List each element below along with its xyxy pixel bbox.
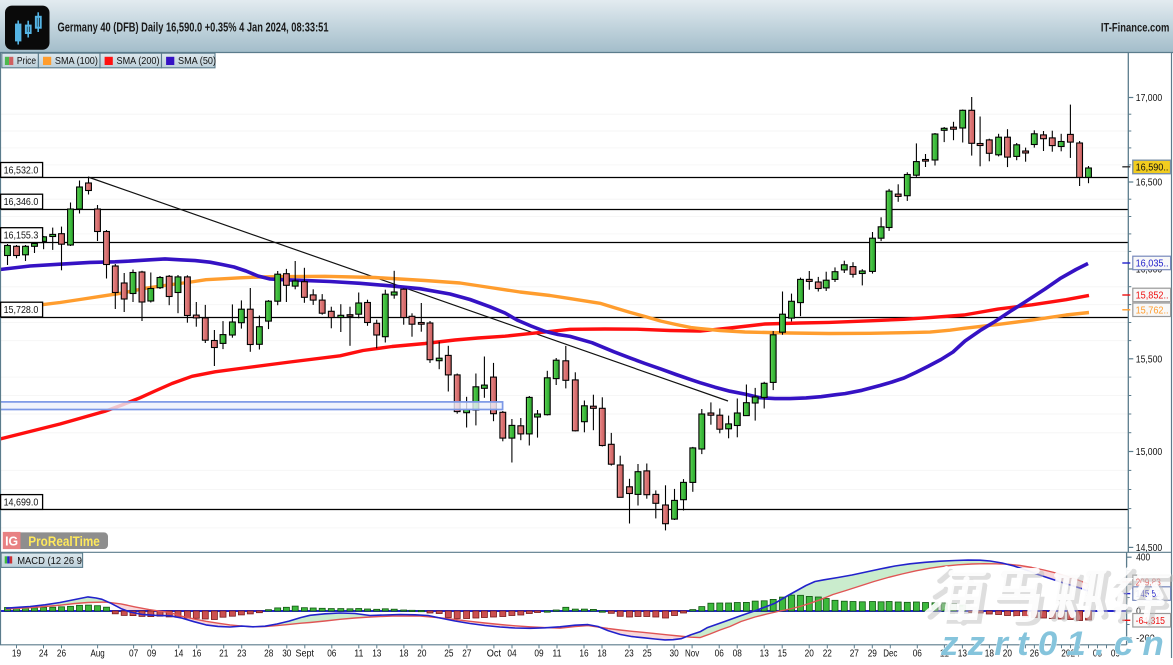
svg-text:28: 28 xyxy=(264,649,274,660)
svg-text:Oct: Oct xyxy=(487,649,501,660)
svg-text:26: 26 xyxy=(57,649,67,660)
svg-text:SMA (50): SMA (50) xyxy=(178,55,216,67)
svg-text:IT-Finance.com: IT-Finance.com xyxy=(1101,23,1170,35)
svg-text:16,155.3: 16,155.3 xyxy=(4,230,39,242)
svg-text:zzrt01.cn: zzrt01.cn xyxy=(940,625,1173,660)
svg-text:11: 11 xyxy=(552,649,562,660)
svg-text:16,532.0: 16,532.0 xyxy=(4,164,39,176)
svg-text:15: 15 xyxy=(778,649,788,660)
svg-text:15,852..: 15,852.. xyxy=(1136,291,1169,302)
svg-text:13: 13 xyxy=(372,649,382,660)
svg-text:16: 16 xyxy=(192,649,202,660)
svg-text:16,035..: 16,035.. xyxy=(1136,259,1169,270)
svg-text:16,500: 16,500 xyxy=(1136,178,1163,189)
svg-text:07: 07 xyxy=(129,649,139,660)
svg-text:15,000: 15,000 xyxy=(1136,447,1163,458)
svg-text:15,500: 15,500 xyxy=(1136,354,1163,365)
svg-text:16,346.0: 16,346.0 xyxy=(4,196,39,208)
svg-text:11: 11 xyxy=(354,649,364,660)
svg-text:11: 11 xyxy=(940,649,950,660)
svg-text:25: 25 xyxy=(444,649,454,660)
svg-text:13: 13 xyxy=(958,649,968,660)
svg-text:2024: 2024 xyxy=(1061,649,1080,660)
svg-text:Nov: Nov xyxy=(685,649,699,660)
svg-text:27: 27 xyxy=(850,649,860,660)
svg-text:-200: -200 xyxy=(1136,633,1155,644)
svg-text:209.83: 209.83 xyxy=(1136,578,1162,589)
svg-text:Dec: Dec xyxy=(883,649,897,660)
svg-text:06: 06 xyxy=(913,649,923,660)
svg-text:06: 06 xyxy=(327,649,337,660)
svg-text:06: 06 xyxy=(715,649,725,660)
svg-text:19: 19 xyxy=(12,649,22,660)
svg-text:Aug: Aug xyxy=(91,649,105,660)
svg-text:29: 29 xyxy=(868,649,878,660)
svg-text:15,728.0: 15,728.0 xyxy=(4,304,39,316)
svg-text:21: 21 xyxy=(219,649,229,660)
svg-text:Price: Price xyxy=(17,55,36,67)
svg-text:30: 30 xyxy=(670,649,680,660)
svg-text:20: 20 xyxy=(417,649,427,660)
svg-text:20: 20 xyxy=(805,649,815,660)
svg-text:MACD (12 26 9: MACD (12 26 9 xyxy=(17,555,82,567)
svg-text:13: 13 xyxy=(760,649,770,660)
svg-text:14,500: 14,500 xyxy=(1136,543,1163,554)
svg-text:SMA (200): SMA (200) xyxy=(117,55,160,67)
svg-text:15,762..: 15,762.. xyxy=(1136,305,1169,316)
svg-text:14: 14 xyxy=(174,649,184,660)
svg-text:16: 16 xyxy=(579,649,589,660)
svg-text:23: 23 xyxy=(625,649,635,660)
svg-text:Sept: Sept xyxy=(296,649,315,660)
svg-text:16,590..: 16,590.. xyxy=(1136,163,1169,174)
svg-text:IG: IG xyxy=(5,535,18,549)
svg-text:30: 30 xyxy=(282,649,292,660)
svg-text:22: 22 xyxy=(823,649,833,660)
svg-text:08: 08 xyxy=(733,649,743,660)
svg-text:18: 18 xyxy=(597,649,607,660)
svg-text:27: 27 xyxy=(462,649,472,660)
svg-text:0: 0 xyxy=(1136,607,1141,618)
svg-text:18: 18 xyxy=(985,649,995,660)
svg-text:24: 24 xyxy=(39,649,49,660)
svg-text:SMA (100): SMA (100) xyxy=(55,55,98,67)
svg-text:04: 04 xyxy=(507,649,517,660)
svg-text:400: 400 xyxy=(1136,553,1150,564)
svg-text:26: 26 xyxy=(1030,649,1040,660)
svg-text:ProRealTime: ProRealTime xyxy=(28,534,100,549)
svg-text:14,699.0: 14,699.0 xyxy=(4,497,39,509)
svg-text:09: 09 xyxy=(147,649,157,660)
svg-text:Germany 40 (DFB) Daily 16,590.: Germany 40 (DFB) Daily 16,590.0 +0.35% 4… xyxy=(58,21,329,35)
svg-text:09: 09 xyxy=(534,649,544,660)
svg-text:25: 25 xyxy=(643,649,653,660)
svg-text:23: 23 xyxy=(237,649,247,660)
svg-text:09: 09 xyxy=(1111,649,1121,660)
svg-text:20: 20 xyxy=(1003,649,1013,660)
svg-text:18: 18 xyxy=(399,649,409,660)
svg-text:17,000: 17,000 xyxy=(1136,93,1163,104)
svg-text:05: 05 xyxy=(1093,649,1103,660)
